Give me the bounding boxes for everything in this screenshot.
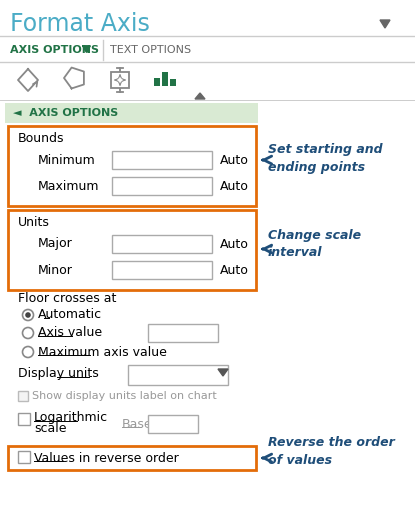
Text: Bounds: Bounds: [18, 132, 64, 145]
Text: 10: 10: [153, 417, 169, 430]
Text: Maximum axis value: Maximum axis value: [38, 345, 167, 358]
Bar: [128, 365, 228, 385]
Bar: [112, 177, 212, 195]
Text: Maximum: Maximum: [38, 180, 100, 192]
Text: 300.0: 300.0: [116, 180, 152, 192]
Polygon shape: [380, 20, 390, 28]
Text: Reverse the order
of values: Reverse the order of values: [268, 437, 395, 467]
Text: 0.0: 0.0: [152, 327, 172, 340]
Text: Logarithmic: Logarithmic: [34, 412, 108, 425]
Bar: [5, 103, 258, 123]
Text: ◄  AXIS OPTIONS: ◄ AXIS OPTIONS: [13, 108, 118, 118]
Bar: [8, 126, 256, 206]
Bar: [170, 79, 176, 86]
Text: None: None: [133, 368, 166, 381]
Bar: [154, 78, 160, 86]
Text: Auto: Auto: [220, 264, 249, 277]
Polygon shape: [83, 46, 90, 52]
Circle shape: [22, 309, 34, 320]
Text: Auto: Auto: [220, 238, 249, 251]
Text: TEXT OPTIONS: TEXT OPTIONS: [110, 45, 191, 55]
Text: AXIS OPTIONS: AXIS OPTIONS: [10, 45, 99, 55]
Polygon shape: [218, 369, 228, 376]
Text: Set starting and
ending points: Set starting and ending points: [268, 143, 383, 173]
Text: Units: Units: [18, 217, 50, 229]
Bar: [162, 72, 168, 86]
Bar: [18, 451, 30, 463]
Bar: [148, 324, 218, 342]
Circle shape: [22, 346, 34, 357]
Text: 50.0: 50.0: [116, 238, 144, 251]
Bar: [18, 391, 28, 401]
Text: 10.0: 10.0: [116, 264, 144, 277]
Text: 0.0: 0.0: [116, 154, 136, 167]
Text: Base: Base: [122, 417, 153, 430]
Bar: [112, 235, 212, 253]
Bar: [148, 415, 198, 433]
Text: scale: scale: [34, 423, 66, 436]
Bar: [18, 413, 30, 425]
Text: Change scale
interval: Change scale interval: [268, 229, 361, 259]
Circle shape: [25, 312, 31, 318]
Text: Automatic: Automatic: [38, 308, 102, 321]
Bar: [8, 446, 256, 470]
Text: Minor: Minor: [38, 264, 73, 277]
Text: Values in reverse order: Values in reverse order: [34, 452, 179, 465]
Text: Minimum: Minimum: [38, 154, 96, 167]
Circle shape: [22, 328, 34, 339]
Polygon shape: [195, 93, 205, 99]
Text: Show display units label on chart: Show display units label on chart: [32, 391, 217, 401]
Text: Auto: Auto: [220, 180, 249, 192]
Text: Floor crosses at: Floor crosses at: [18, 292, 116, 305]
Bar: [8, 210, 256, 290]
Text: Format Axis: Format Axis: [10, 12, 150, 36]
Bar: [112, 151, 212, 169]
Text: Auto: Auto: [220, 154, 249, 167]
Bar: [111, 72, 129, 88]
Text: Major: Major: [38, 238, 73, 251]
Text: Display units: Display units: [18, 367, 99, 380]
Bar: [112, 261, 212, 279]
Text: Axis value: Axis value: [38, 327, 102, 340]
